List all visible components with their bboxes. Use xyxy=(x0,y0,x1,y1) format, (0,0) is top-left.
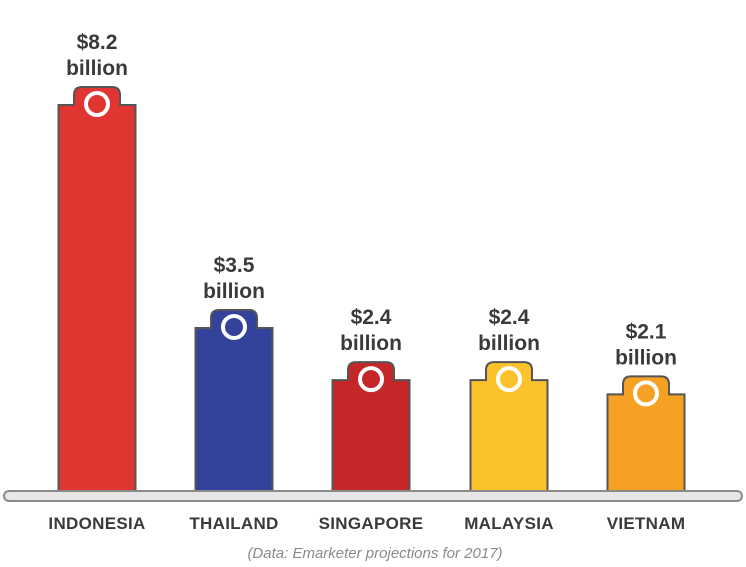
category-label-thailand: THAILAND xyxy=(189,514,278,533)
category-label-indonesia: INDONESIA xyxy=(48,514,145,533)
value-label-amount: $3.5 xyxy=(214,254,255,277)
labels-layer: $8.2 billion INDONESIA $3.5 billion THAILAND $… xyxy=(48,31,685,533)
value-label-amount: $8.2 xyxy=(77,31,118,54)
value-label-unit: billion xyxy=(615,346,677,369)
value-label-amount: $2.1 xyxy=(626,320,667,343)
tag-hole-icon xyxy=(633,380,659,407)
category-label-malaysia: MALAYSIA xyxy=(464,514,554,533)
value-label-amount: $2.4 xyxy=(489,306,530,329)
value-label-amount: $2.4 xyxy=(351,306,392,329)
value-label-unit: billion xyxy=(66,57,128,80)
tag-hole-icon xyxy=(221,313,247,340)
value-label-unit: billion xyxy=(340,332,402,355)
bar-singapore xyxy=(331,361,411,495)
bar-vietnam xyxy=(606,375,686,495)
tag-hole-icon xyxy=(84,91,110,117)
source-note: (Data: Emarketer projections for 2017) xyxy=(247,545,502,562)
category-label-vietnam: VIETNAM xyxy=(607,514,686,533)
chart-baseline xyxy=(3,490,743,502)
tag-hole-icon xyxy=(358,366,384,393)
bar-thailand xyxy=(194,308,274,495)
category-label-singapore: SINGAPORE xyxy=(319,514,424,533)
bar-malaysia xyxy=(469,361,549,495)
bars-layer xyxy=(57,86,686,495)
value-label-unit: billion xyxy=(203,280,265,303)
bar-indonesia xyxy=(57,86,137,495)
value-label-unit: billion xyxy=(478,332,540,355)
tag-hole-icon xyxy=(496,366,522,393)
